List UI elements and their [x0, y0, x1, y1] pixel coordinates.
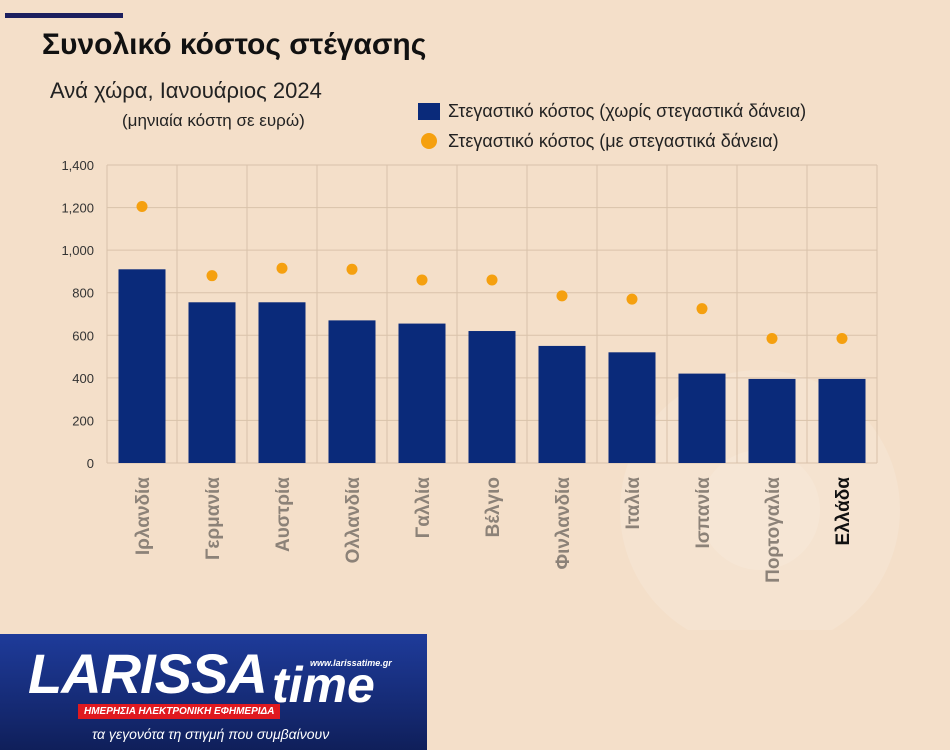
x-category-label: Πορτογαλία	[763, 477, 784, 583]
logo-tagline: ΗΜΕΡΗΣΙΑ ΗΛΕΚΤΡΟΝΙΚΗ ΕΦΗΜΕΡΙΔΑ	[78, 704, 281, 719]
footer-background	[0, 634, 427, 750]
x-category-label: Φινλανδία	[553, 477, 574, 570]
x-category-label: Βέλγιο	[483, 477, 504, 537]
scatter-point	[696, 303, 708, 315]
y-tick-label: 1,400	[61, 158, 94, 173]
bar	[258, 302, 306, 463]
scatter-point	[276, 262, 288, 274]
chart-legend: Στεγαστικό κόστος (χωρίς στεγαστικά δάνε…	[418, 96, 806, 156]
scatter-point	[626, 293, 638, 305]
legend-item-bars: Στεγαστικό κόστος (χωρίς στεγαστικά δάνε…	[418, 96, 806, 126]
bar	[328, 320, 376, 463]
scatter-point	[206, 270, 218, 282]
scatter-point	[346, 263, 358, 275]
y-tick-label: 400	[72, 371, 94, 386]
bar	[188, 302, 236, 463]
scatter-point	[556, 290, 568, 302]
x-category-label: Ιρλανδία	[133, 477, 154, 555]
legend-dot-label: Στεγαστικό κόστος (με στεγαστικά δάνεια)	[448, 130, 779, 151]
bar	[818, 378, 866, 463]
scatter-point	[836, 332, 848, 344]
bar	[398, 323, 446, 463]
decorative-circle-inner	[700, 450, 820, 570]
legend-item-dots: Στεγαστικό κόστος (με στεγαστικά δάνεια)	[418, 126, 806, 156]
x-category-label: Ιταλία	[623, 477, 644, 530]
y-tick-label: 600	[72, 328, 94, 343]
logo-url: www.larissatime.gr	[310, 658, 392, 668]
bar	[608, 352, 656, 463]
footer-slogan: τα γεγονότα τη στιγμή που συμβαίνουν	[92, 726, 330, 742]
legend-bar-label: Στεγαστικό κόστος (χωρίς στεγαστικά δάνε…	[448, 100, 807, 121]
chart-subtitle: Ανά χώρα, Ιανουάριος 2024	[50, 78, 322, 103]
chart-unit-note: (μηνιαία κόστη σε ευρώ)	[122, 111, 305, 130]
bar	[118, 269, 166, 463]
x-category-label: Ολλανδία	[343, 477, 364, 564]
scatter-point	[766, 332, 778, 344]
logo-wordmark: LARISSA	[28, 642, 268, 705]
bar	[748, 378, 796, 463]
x-category-label: Ισπανία	[693, 477, 714, 549]
legend-dot-swatch	[421, 133, 437, 149]
bar-chart: 0 200 400 600 800 1,000 1,200 1,400 Ιρλανδία Γερμ…	[61, 158, 878, 583]
page-title: Συνολικό κόστος στέγασης	[42, 28, 427, 61]
footer-logo-banner: LARISSA time www.larissatime.gr ΗΜΕΡΗΣΙΑ…	[0, 634, 427, 750]
x-category-label: Γερμανία	[203, 477, 224, 560]
bar	[468, 331, 516, 463]
x-category-label: Αυστρία	[273, 477, 294, 552]
bar	[538, 345, 586, 463]
legend-bar-swatch	[418, 102, 440, 120]
y-tick-label: 800	[72, 286, 94, 301]
bar	[678, 373, 726, 463]
y-tick-label: 200	[72, 413, 94, 428]
y-tick-label: 0	[87, 456, 94, 471]
top-rule	[5, 13, 123, 18]
logo-wordmark-time: time	[272, 657, 375, 713]
scatter-point	[416, 274, 428, 286]
y-tick-label: 1,200	[61, 201, 94, 216]
x-category-label: Γαλλία	[413, 477, 434, 539]
scatter-point	[486, 274, 498, 286]
x-category-label: Ελλάδα	[833, 477, 854, 546]
scatter-point	[136, 201, 148, 213]
y-tick-label: 1,000	[61, 243, 94, 258]
